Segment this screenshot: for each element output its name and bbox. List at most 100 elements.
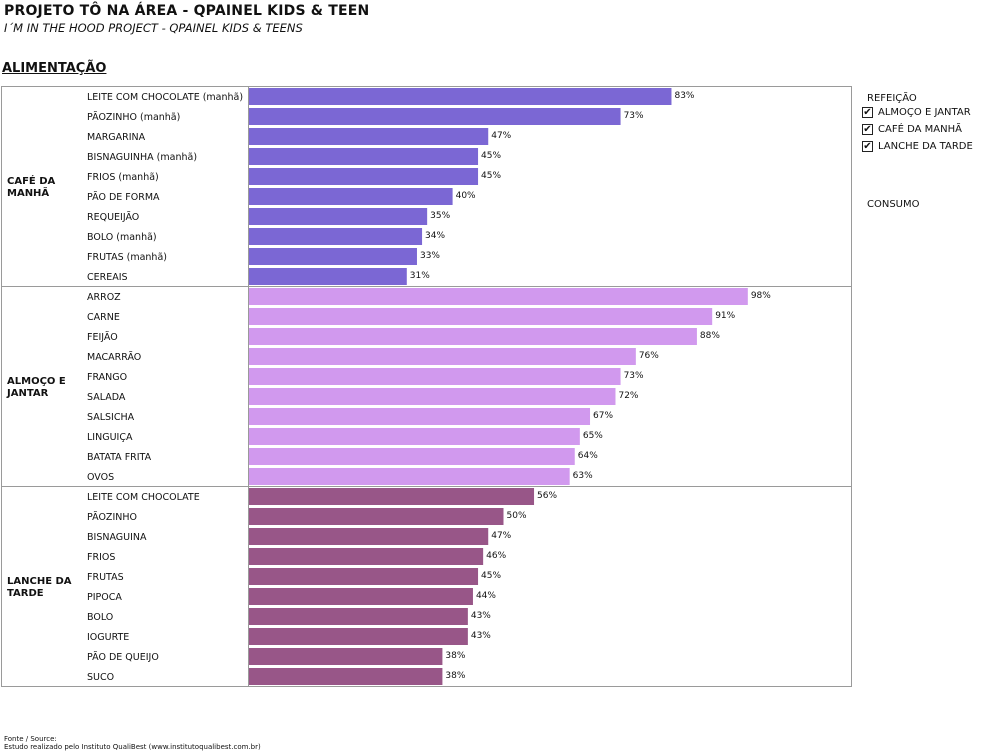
data-label: 73% [624, 371, 644, 381]
data-label: 65% [583, 431, 603, 441]
data-label: 47% [491, 531, 511, 541]
category-label: FRUTAS [87, 572, 124, 583]
bar [249, 648, 443, 665]
group-label: CAFÉ DA MANHÃ [7, 174, 56, 199]
category-label: PÃOZINHO [87, 512, 137, 523]
checkbox-checked-icon[interactable]: ✔ [862, 106, 873, 118]
data-label: 38% [445, 671, 465, 681]
bar [249, 288, 748, 305]
bar [249, 148, 479, 165]
data-label: 45% [481, 171, 501, 181]
data-label: 50% [507, 511, 527, 521]
page-title: PROJETO TÔ NA ÁREA - QPAINEL KIDS & TEEN [4, 3, 370, 19]
bar [249, 348, 636, 365]
data-label: 88% [700, 331, 720, 341]
bar [249, 188, 453, 205]
legend-item-lanche-da-tarde[interactable]: ✔ LANCHE DA TARDE [862, 141, 973, 152]
page-subtitle: I´M IN THE HOOD PROJECT - QPAINEL KIDS &… [4, 21, 303, 35]
category-label: SUCO [87, 672, 114, 683]
bar [249, 268, 407, 285]
bar [249, 488, 535, 505]
category-label: OVOS [87, 472, 114, 483]
category-label: FRIOS (manhã) [87, 172, 159, 183]
data-label: 44% [476, 591, 496, 601]
category-label: ARROZ [87, 292, 121, 303]
legend-item-almoco-jantar[interactable]: ✔ ALMOÇO E JANTAR [862, 107, 971, 118]
legend-item-cafe-da-manha[interactable]: ✔ CAFÉ DA MANHÃ [862, 124, 962, 135]
bar [249, 588, 473, 605]
category-label: BISNAGUINA [87, 532, 147, 543]
bar [249, 248, 417, 265]
data-label: 46% [486, 551, 506, 561]
data-label: 76% [639, 351, 659, 361]
bar [249, 528, 489, 545]
category-label: PÃO DE QUEIJO [87, 652, 159, 663]
checkbox-checked-icon[interactable]: ✔ [862, 123, 873, 135]
data-label: 33% [420, 251, 440, 261]
category-label: BISNAGUINHA (manhã) [87, 152, 197, 163]
bar [249, 568, 479, 585]
checkbox-checked-icon[interactable]: ✔ [862, 140, 873, 152]
data-label: 43% [471, 611, 491, 621]
category-label: PÃOZINHO (manhã) [87, 112, 180, 123]
data-label: 98% [751, 291, 771, 301]
category-label: LINGUIÇA [87, 432, 133, 443]
category-label: FEIJÃO [87, 332, 118, 343]
data-label: 73% [624, 111, 644, 121]
data-label: 43% [471, 631, 491, 641]
bar [249, 88, 672, 105]
category-label: MACARRÃO [87, 352, 141, 363]
category-label: REQUEIJÃO [87, 212, 139, 223]
category-label: MARGARINA [87, 132, 146, 143]
category-label: BOLO [87, 612, 113, 623]
bar [249, 408, 591, 425]
category-label: SALSICHA [87, 412, 135, 423]
bar [249, 108, 621, 125]
legend-item-label: LANCHE DA TARDE [878, 141, 973, 152]
category-label: IOGURTE [87, 632, 129, 643]
data-label: 40% [456, 191, 476, 201]
bar [249, 328, 697, 345]
bar [249, 128, 489, 145]
category-label: CEREAIS [87, 272, 128, 283]
source-footer: Fonte / Source: Estudo realizado pelo In… [4, 735, 261, 751]
bar [249, 308, 713, 325]
bar [249, 608, 468, 625]
category-label: BOLO (manhã) [87, 232, 157, 243]
footer-source-label: Fonte / Source: [4, 735, 57, 743]
data-label: 63% [573, 471, 593, 481]
category-label: FRUTAS (manhã) [87, 252, 167, 263]
bar [249, 668, 443, 685]
bar [249, 428, 580, 445]
legend-item-label: CAFÉ DA MANHÃ [878, 124, 962, 135]
data-label: 72% [618, 391, 638, 401]
legend-title: REFEIÇÃO [867, 93, 917, 104]
data-label: 47% [491, 131, 511, 141]
bar [249, 468, 570, 485]
bar [249, 368, 621, 385]
bar [249, 448, 575, 465]
measure-label: CONSUMO [867, 199, 920, 210]
data-label: 45% [481, 151, 501, 161]
data-label: 91% [715, 311, 735, 321]
bar [249, 168, 479, 185]
section-heading: ALIMENTAÇÃO [2, 61, 107, 76]
data-label: 34% [425, 231, 445, 241]
category-label: PÃO DE FORMA [87, 192, 160, 203]
data-label: 64% [578, 451, 598, 461]
data-label: 38% [445, 651, 465, 661]
bar [249, 628, 468, 645]
category-label: PIPOCA [87, 592, 122, 603]
category-label: SALADA [87, 392, 126, 403]
bar [249, 228, 423, 245]
bar [249, 548, 484, 565]
data-label: 35% [430, 211, 450, 221]
category-label: LEITE COM CHOCOLATE [87, 492, 200, 503]
bar [249, 388, 616, 405]
bar [249, 508, 504, 525]
footer-source-text: Estudo realizado pelo Instituto QualiBes… [4, 743, 261, 751]
group-label: ALMOÇO E JANTAR [6, 376, 66, 399]
category-label: CARNE [87, 312, 120, 323]
category-label: LEITE COM CHOCOLATE (manhã) [87, 92, 243, 103]
